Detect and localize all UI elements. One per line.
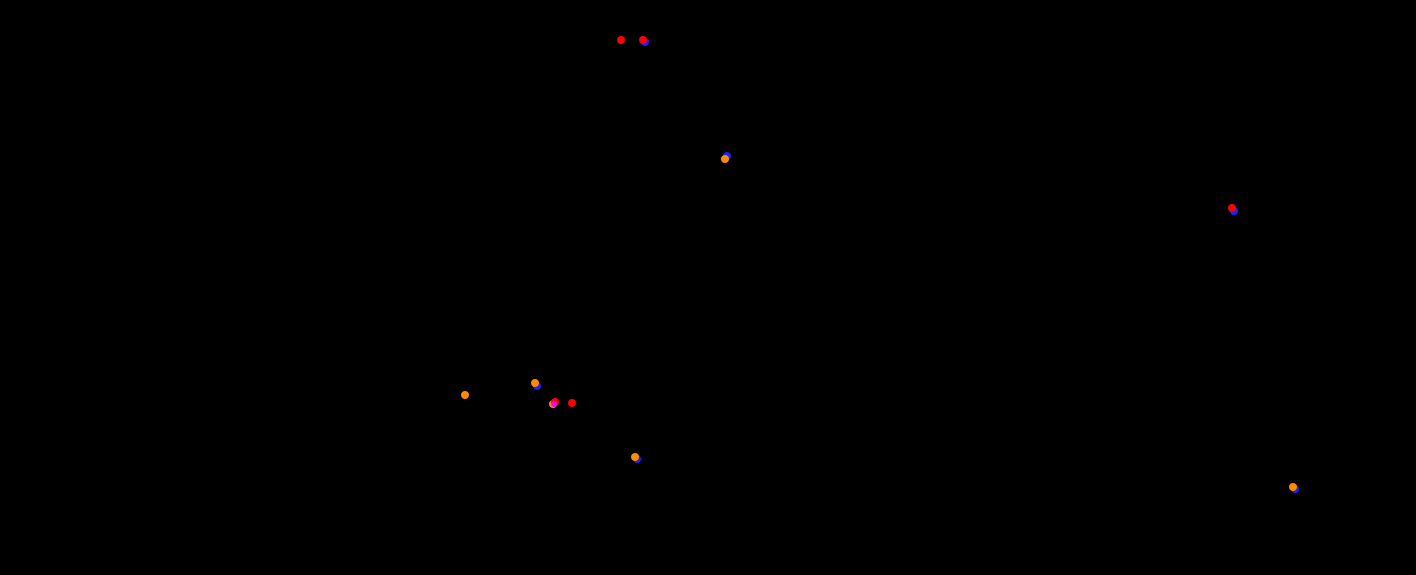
scatter-point-red — [568, 399, 576, 407]
scatter-plot — [0, 0, 1416, 575]
scatter-point-red — [617, 36, 625, 44]
scatter-point-orange — [531, 379, 539, 387]
scatter-point-red — [639, 36, 647, 44]
scatter-point-orange — [461, 391, 469, 399]
scatter-point-magenta — [551, 401, 557, 407]
scatter-point-red — [1228, 204, 1236, 212]
scatter-point-orange — [721, 155, 729, 163]
scatter-point-orange — [631, 453, 639, 461]
scatter-point-orange — [1289, 483, 1297, 491]
